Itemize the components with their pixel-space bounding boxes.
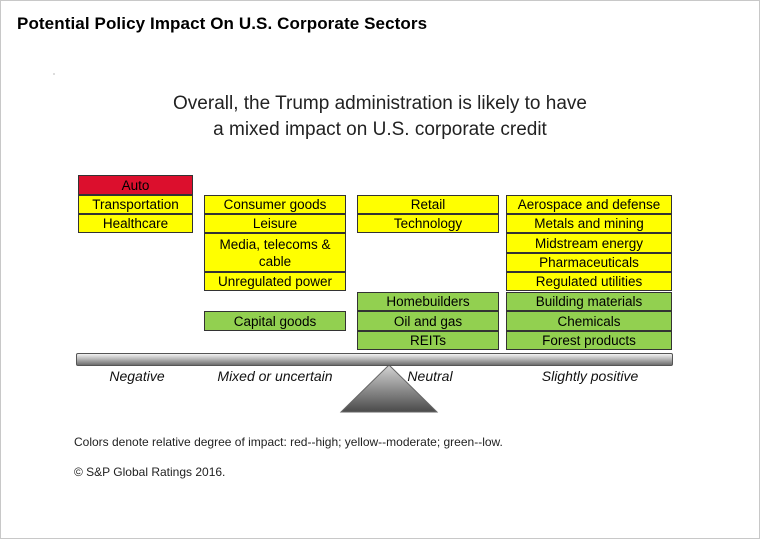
sector-box-midstream-energy: Midstream energy (506, 233, 672, 253)
decorative-dot (53, 73, 55, 75)
sector-box-oil-and-gas: Oil and gas (357, 311, 499, 331)
category-label-slightly-positive: Slightly positive (541, 368, 639, 384)
sector-box-pharmaceuticals: Pharmaceuticals (506, 253, 672, 272)
headline-line-1: Overall, the Trump administration is lik… (173, 93, 587, 114)
sector-box-consumer-goods: Consumer goods (204, 195, 346, 214)
sector-box-regulated-utilities: Regulated utilities (506, 272, 672, 291)
sector-box-unregulated-power: Unregulated power (204, 272, 346, 291)
sector-box-aerospace-and-defense: Aerospace and defense (506, 195, 672, 214)
category-label-negative: Negative (109, 368, 165, 384)
balance-beam (76, 353, 673, 366)
sector-box-homebuilders: Homebuilders (357, 292, 499, 311)
sector-box-transportation: Transportation (78, 195, 193, 214)
sector-box-reits: REITs (357, 331, 499, 350)
sector-box-auto: Auto (78, 175, 193, 195)
fulcrum-triangle (339, 365, 439, 413)
headline: Overall, the Trump administration is lik… (0, 91, 760, 143)
sector-box-forest-products: Forest products (506, 331, 672, 350)
category-label-mixed: Mixed or uncertain (217, 368, 333, 384)
copyright-note: © S&P Global Ratings 2016. (74, 465, 226, 479)
sector-box-healthcare: Healthcare (78, 214, 193, 233)
sector-box-metals-and-mining: Metals and mining (506, 214, 672, 233)
sector-box-building-materials: Building materials (506, 292, 672, 311)
page-title: Potential Policy Impact On U.S. Corporat… (17, 14, 428, 33)
category-label-neutral: Neutral (407, 368, 453, 384)
sector-box-retail: Retail (357, 195, 499, 214)
sector-box-media-telecoms-cable: Media, telecoms & cable (204, 233, 346, 272)
color-legend-note: Colors denote relative degree of impact:… (74, 435, 503, 449)
headline-line-2: a mixed impact on U.S. corporate credit (213, 119, 547, 140)
sector-box-capital-goods: Capital goods (204, 311, 346, 331)
sector-box-chemicals: Chemicals (506, 311, 672, 331)
sector-box-leisure: Leisure (204, 214, 346, 233)
sector-box-technology: Technology (357, 214, 499, 233)
